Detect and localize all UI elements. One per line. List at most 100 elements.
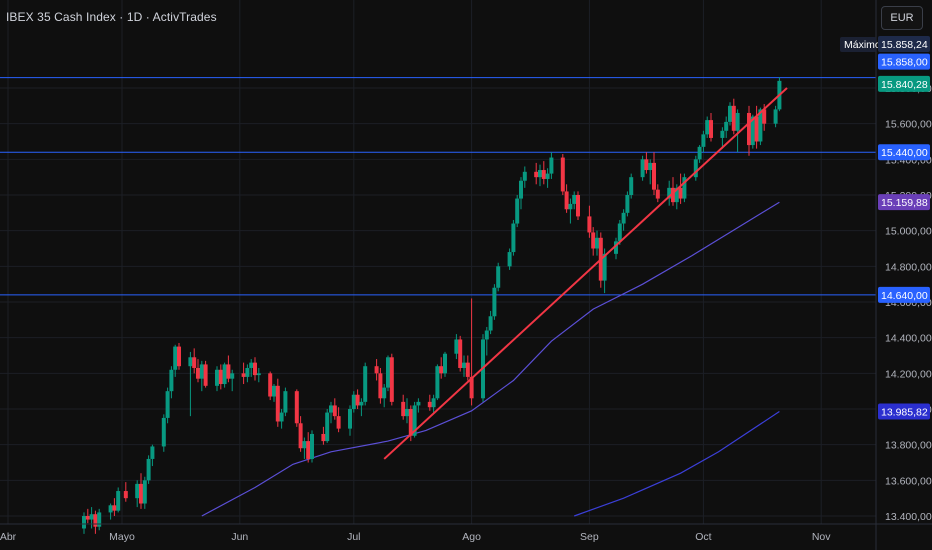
candle-body: [416, 401, 421, 406]
candle-body: [241, 373, 246, 377]
candle: [268, 371, 273, 401]
candle-body: [735, 112, 740, 131]
candle-body: [731, 105, 736, 131]
candle-body: [720, 130, 725, 138]
candle: [576, 191, 580, 220]
candle-body: [560, 157, 565, 192]
candle-body: [469, 376, 474, 399]
candle: [196, 359, 200, 383]
candle-body: [750, 116, 755, 146]
candle-body: [462, 362, 466, 368]
candle: [272, 384, 276, 402]
candle: [614, 237, 618, 260]
moving-averages: [201, 201, 780, 517]
trend-line-drawing[interactable]: [383, 87, 788, 460]
candle-body: [389, 357, 394, 402]
candle-body: [382, 387, 387, 399]
candle: [469, 298, 474, 406]
candle: [458, 335, 463, 372]
candle: [709, 112, 713, 142]
candle: [454, 334, 459, 360]
candle: [302, 437, 307, 459]
candle: [306, 432, 311, 463]
candle: [332, 398, 337, 420]
candle: [701, 130, 706, 153]
level-badge-text: 15.858,00: [881, 57, 928, 69]
candle-body: [272, 385, 276, 397]
ma-long-line: [573, 410, 780, 517]
candle-body: [439, 366, 444, 374]
candle-body: [230, 373, 235, 379]
trend-line[interactable]: [383, 87, 788, 460]
candle: [443, 351, 447, 377]
candle: [720, 127, 725, 149]
grid-lines: [0, 0, 876, 524]
candle: [538, 164, 542, 187]
candle: [519, 177, 523, 210]
candle: [108, 503, 113, 520]
candle: [169, 366, 174, 399]
candle: [116, 487, 121, 513]
candle-body: [256, 373, 261, 376]
candle: [93, 510, 98, 534]
candle-body: [146, 458, 151, 481]
candle-body: [275, 385, 280, 422]
candle: [572, 191, 577, 210]
candle-body: [671, 187, 675, 203]
candle: [644, 152, 649, 174]
candle: [595, 230, 599, 256]
candle-body: [412, 405, 417, 436]
candle-body: [644, 159, 649, 171]
candle: [226, 355, 231, 383]
candle: [378, 367, 383, 404]
candle-body: [245, 367, 250, 377]
candle-body: [709, 120, 713, 138]
x-tick-label: Sep: [580, 531, 599, 543]
candle: [545, 168, 550, 188]
x-tick-label: Nov: [812, 531, 831, 543]
candle: [389, 353, 394, 406]
candle: [682, 173, 687, 203]
candle-body: [332, 405, 337, 417]
candle-body: [576, 195, 580, 217]
candle: [496, 262, 501, 292]
candle: [431, 394, 436, 413]
last-price-badge-bg: [878, 75, 930, 92]
candle-body: [401, 401, 406, 417]
candle: [89, 507, 94, 529]
candle-body: [203, 364, 208, 386]
candle-body: [329, 405, 333, 413]
candle: [161, 414, 166, 452]
candle: [488, 310, 493, 335]
candle: [218, 364, 223, 390]
time-axis[interactable]: Abr Mayo Jun Jul Ago Sep Oct Nov: [0, 523, 932, 543]
candle-body: [226, 364, 231, 379]
y-tick-label: 13.600,00: [885, 475, 932, 487]
candle-body: [169, 369, 174, 392]
max-value-badge: 15.858,24: [878, 36, 930, 52]
candle-body: [674, 187, 679, 203]
candle-body: [640, 159, 645, 178]
candle: [215, 366, 219, 392]
candle-body: [541, 170, 546, 179]
candle: [123, 482, 128, 502]
candle: [146, 455, 151, 484]
candle-body: [538, 170, 542, 178]
x-tick-label: Ago: [462, 531, 481, 543]
candle-body: [161, 417, 166, 447]
currency-button[interactable]: EUR: [881, 6, 923, 30]
candle-body: [522, 171, 527, 181]
candle: [85, 508, 90, 524]
y-tick-label: 14.800,00: [885, 261, 932, 273]
candle: [541, 161, 546, 185]
candle-body: [378, 373, 383, 399]
candle-body: [458, 339, 463, 368]
level-badge: 15.858,00: [878, 53, 930, 70]
candle-body: [279, 412, 284, 422]
candle: [671, 177, 675, 206]
candle-body: [85, 516, 90, 520]
candle: [336, 407, 341, 433]
candle-body: [321, 433, 326, 442]
candle-body: [363, 366, 368, 402]
